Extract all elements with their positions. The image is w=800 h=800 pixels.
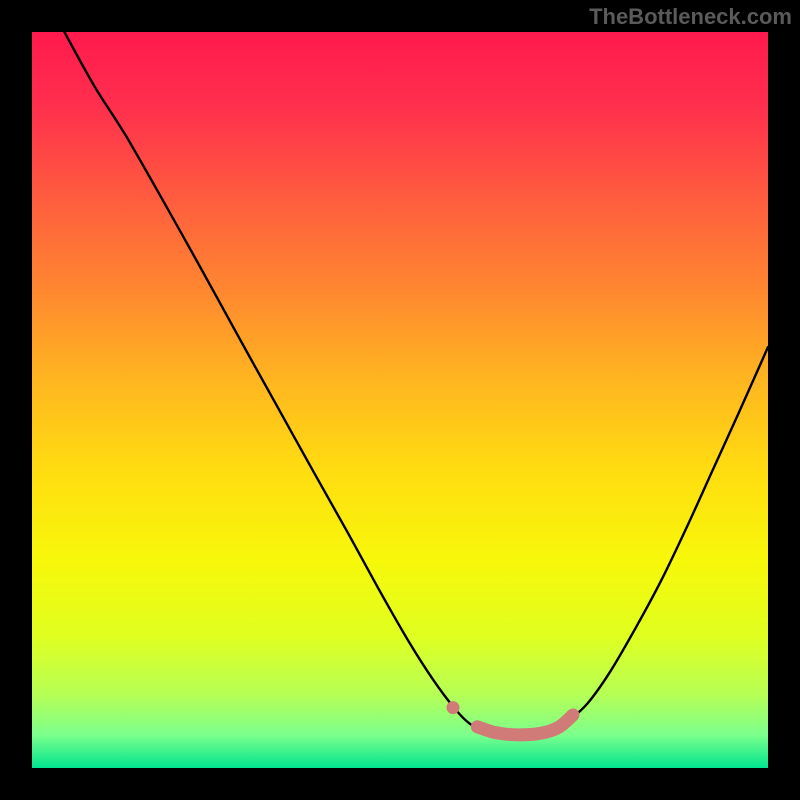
chart-container (0, 0, 800, 800)
plot-background (32, 32, 768, 768)
highlight-dot (446, 701, 459, 714)
chart-svg (0, 0, 800, 800)
watermark-text: TheBottleneck.com (589, 4, 792, 30)
